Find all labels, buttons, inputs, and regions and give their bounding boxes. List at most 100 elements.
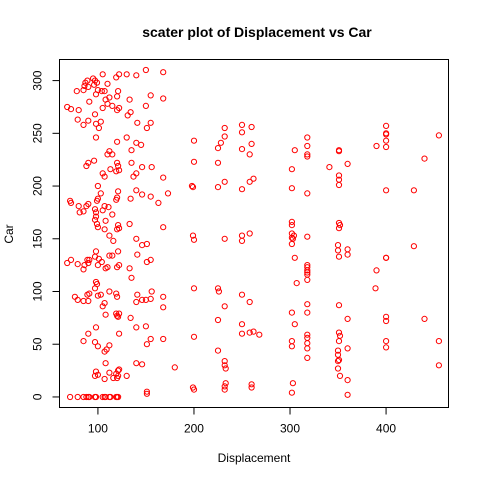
data-point bbox=[148, 164, 155, 171]
data-point bbox=[190, 137, 198, 144]
data-point bbox=[85, 159, 92, 166]
y-tick-label: 150 bbox=[31, 228, 45, 248]
data-point bbox=[127, 109, 134, 116]
data-point bbox=[148, 288, 155, 295]
data-point bbox=[214, 184, 222, 191]
data-point bbox=[246, 230, 253, 237]
data-point bbox=[238, 121, 246, 129]
data-point bbox=[336, 332, 344, 339]
data-point bbox=[288, 338, 295, 345]
data-point bbox=[109, 151, 116, 158]
data-point bbox=[92, 393, 100, 401]
data-point bbox=[114, 293, 121, 300]
data-point bbox=[126, 96, 133, 103]
data-point bbox=[214, 347, 222, 354]
data-point bbox=[344, 315, 351, 322]
data-point bbox=[334, 347, 342, 354]
data-point bbox=[86, 98, 93, 105]
data-point bbox=[304, 309, 311, 316]
data-point bbox=[101, 375, 108, 383]
data-point bbox=[143, 341, 150, 348]
data-point bbox=[76, 209, 83, 216]
data-point bbox=[94, 182, 102, 190]
data-points bbox=[64, 66, 442, 401]
data-point bbox=[106, 232, 113, 239]
data-point bbox=[114, 194, 121, 201]
data-point bbox=[435, 338, 442, 345]
data-point bbox=[116, 225, 123, 232]
data-point bbox=[94, 224, 102, 231]
data-point bbox=[109, 252, 116, 259]
data-point bbox=[334, 242, 342, 249]
data-point bbox=[383, 143, 390, 151]
data-point bbox=[75, 107, 82, 114]
y-axis: 0 50 100 150 200 250 300 bbox=[31, 70, 60, 400]
data-point bbox=[107, 393, 114, 401]
data-point bbox=[222, 380, 229, 387]
data-point bbox=[238, 237, 246, 244]
data-point bbox=[335, 302, 343, 309]
data-point bbox=[91, 206, 99, 213]
data-point bbox=[84, 256, 91, 263]
data-point bbox=[221, 386, 228, 393]
data-point bbox=[335, 176, 343, 183]
data-point bbox=[85, 83, 92, 91]
y-tick-label: 100 bbox=[31, 281, 45, 301]
data-point bbox=[115, 162, 122, 170]
y-tick-label: 50 bbox=[31, 337, 45, 351]
data-point bbox=[101, 88, 108, 95]
data-point bbox=[64, 259, 71, 267]
data-point bbox=[86, 290, 93, 297]
data-point bbox=[83, 162, 90, 170]
data-point bbox=[101, 203, 108, 210]
data-point bbox=[106, 369, 113, 376]
data-point bbox=[123, 71, 130, 78]
data-point bbox=[421, 155, 428, 162]
data-point bbox=[190, 236, 198, 243]
data-point bbox=[85, 200, 92, 208]
data-point bbox=[288, 309, 295, 316]
data-point bbox=[133, 235, 140, 242]
x-axis-label: Displacement bbox=[218, 451, 291, 465]
data-point bbox=[115, 222, 122, 229]
data-point bbox=[248, 384, 255, 391]
x-tick-label: 400 bbox=[376, 422, 396, 436]
data-point bbox=[115, 248, 122, 255]
data-point bbox=[94, 195, 102, 202]
data-point bbox=[116, 104, 123, 112]
data-point bbox=[102, 217, 109, 224]
data-point bbox=[130, 173, 137, 180]
data-point bbox=[116, 366, 123, 373]
data-point bbox=[114, 138, 121, 145]
data-point bbox=[238, 291, 246, 298]
data-point bbox=[92, 248, 100, 255]
data-point bbox=[335, 172, 343, 179]
data-point bbox=[335, 338, 343, 345]
data-point bbox=[80, 208, 87, 215]
data-point bbox=[383, 254, 390, 261]
data-point bbox=[143, 240, 150, 248]
data-point bbox=[335, 356, 343, 364]
data-point bbox=[335, 253, 343, 260]
data-point bbox=[147, 92, 154, 99]
data-point bbox=[85, 297, 92, 305]
data-point bbox=[334, 247, 342, 254]
data-point bbox=[304, 345, 311, 352]
data-point bbox=[435, 132, 442, 139]
data-point bbox=[97, 118, 104, 125]
data-point bbox=[67, 256, 75, 263]
data-point bbox=[142, 323, 149, 330]
data-point bbox=[372, 285, 379, 292]
data-point bbox=[238, 330, 246, 337]
plot-frame bbox=[59, 59, 449, 408]
data-point bbox=[304, 233, 311, 240]
data-point bbox=[344, 251, 351, 258]
data-point bbox=[344, 391, 351, 398]
data-point bbox=[147, 256, 154, 263]
data-point bbox=[113, 74, 120, 81]
data-point bbox=[214, 159, 222, 166]
data-point bbox=[383, 313, 390, 320]
data-point bbox=[126, 265, 133, 272]
data-point bbox=[134, 251, 141, 258]
data-point bbox=[344, 246, 351, 253]
